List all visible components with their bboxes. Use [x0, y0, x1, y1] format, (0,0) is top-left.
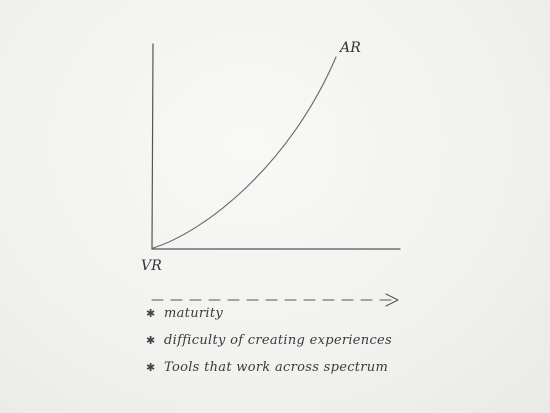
bullet-text: maturity [164, 306, 224, 321]
bullet-list: ✱ maturity ✱ difficulty of creating expe… [146, 306, 392, 387]
bullet-text: difficulty of creating experiences [164, 333, 393, 348]
vr-to-ar-curve [152, 56, 337, 249]
list-item: ✱ Tools that work across spectrum [146, 360, 392, 387]
asterisk-icon: ✱ [146, 334, 156, 347]
arrow-head-icon [385, 293, 399, 307]
bullet-text: Tools that work across spectrum [164, 360, 389, 375]
vr-label: VR [141, 258, 163, 274]
list-item: ✱ maturity [146, 306, 392, 333]
asterisk-icon: ✱ [146, 307, 156, 320]
ar-label: AR [340, 40, 362, 56]
y-axis [151, 43, 154, 250]
list-item: ✱ difficulty of creating experiences [146, 333, 392, 360]
asterisk-icon: ✱ [146, 361, 156, 374]
